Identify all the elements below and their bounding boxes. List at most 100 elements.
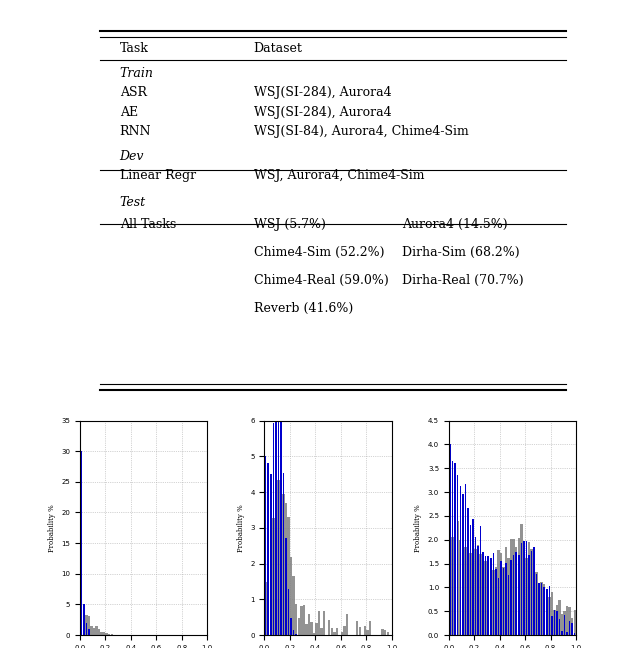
Bar [282, 494, 285, 635]
Bar [300, 606, 303, 635]
Text: Chime4-Sim (52.2%): Chime4-Sim (52.2%) [253, 246, 384, 259]
Bar [313, 634, 316, 635]
Bar [346, 614, 348, 635]
Bar [457, 474, 458, 635]
Bar [333, 632, 335, 635]
Bar [493, 553, 494, 635]
Bar [559, 619, 560, 635]
Bar [477, 545, 479, 635]
Bar [268, 463, 269, 635]
Bar [485, 556, 486, 635]
Bar [528, 542, 530, 635]
Y-axis label: Probability %: Probability % [48, 504, 56, 551]
Bar [292, 575, 295, 635]
Bar [264, 581, 267, 635]
Bar [572, 623, 573, 635]
Bar [328, 619, 330, 635]
Bar [111, 634, 113, 635]
Bar [106, 633, 108, 635]
Bar [88, 629, 90, 635]
Bar [81, 451, 82, 635]
Bar [482, 571, 484, 635]
Bar [462, 494, 463, 635]
Bar [308, 614, 310, 635]
Bar [574, 633, 575, 635]
Bar [541, 583, 543, 635]
Bar [533, 557, 535, 635]
Bar [513, 539, 515, 635]
Bar [551, 616, 552, 635]
Bar [531, 550, 532, 635]
Bar [88, 616, 90, 635]
Bar [563, 611, 566, 635]
Bar [500, 553, 502, 635]
Bar [513, 555, 515, 635]
Text: Aurora4 (14.5%): Aurora4 (14.5%) [403, 218, 508, 231]
Bar [569, 621, 570, 635]
Bar [108, 634, 111, 635]
Bar [269, 554, 272, 635]
Bar [461, 563, 464, 635]
Bar [321, 628, 323, 635]
Bar [490, 557, 492, 635]
Bar [550, 592, 553, 635]
Bar [558, 600, 561, 635]
Bar [500, 561, 502, 635]
Bar [472, 518, 474, 635]
Bar [510, 538, 513, 635]
Bar [454, 538, 456, 635]
Bar [528, 555, 530, 635]
Bar [287, 517, 290, 635]
Bar [290, 557, 292, 635]
Bar [523, 556, 525, 635]
Bar [358, 627, 361, 635]
Bar [295, 604, 298, 635]
Bar [536, 574, 538, 635]
Text: Task: Task [120, 42, 148, 55]
Bar [515, 547, 517, 635]
Bar [531, 551, 532, 635]
Bar [98, 629, 100, 635]
Text: WSJ(SI-84), Aurora4, Chime4-Sim: WSJ(SI-84), Aurora4, Chime4-Sim [253, 125, 468, 138]
Bar [498, 578, 499, 635]
Bar [283, 473, 284, 635]
Bar [456, 521, 459, 635]
Text: AE: AE [120, 106, 138, 119]
Bar [280, 494, 282, 635]
Bar [318, 611, 320, 635]
Bar [479, 554, 482, 635]
Y-axis label: Probability %: Probability % [237, 504, 244, 551]
Bar [95, 626, 98, 635]
Bar [343, 626, 346, 635]
Bar [296, 634, 297, 635]
Bar [270, 474, 271, 635]
Bar [331, 628, 333, 635]
Bar [387, 632, 389, 635]
Bar [488, 557, 489, 635]
Bar [265, 456, 266, 635]
Text: WSJ(SI-284), Aurora4: WSJ(SI-284), Aurora4 [253, 106, 391, 119]
Bar [495, 570, 497, 635]
Text: Reverb (41.6%): Reverb (41.6%) [253, 302, 353, 315]
Bar [469, 553, 472, 635]
Bar [366, 631, 369, 635]
Bar [495, 567, 497, 635]
Bar [503, 568, 504, 635]
Text: Train: Train [120, 67, 154, 80]
Bar [460, 485, 461, 635]
Bar [561, 614, 563, 635]
Bar [100, 632, 103, 635]
Bar [90, 625, 93, 635]
Bar [356, 621, 358, 635]
Bar [285, 503, 287, 635]
Bar [454, 463, 456, 635]
Bar [554, 610, 555, 635]
Bar [336, 628, 338, 635]
Bar [546, 589, 547, 635]
Bar [540, 582, 543, 635]
Bar [467, 551, 469, 635]
Bar [518, 538, 520, 635]
Bar [452, 461, 453, 635]
Bar [520, 543, 522, 635]
Bar [564, 616, 565, 635]
